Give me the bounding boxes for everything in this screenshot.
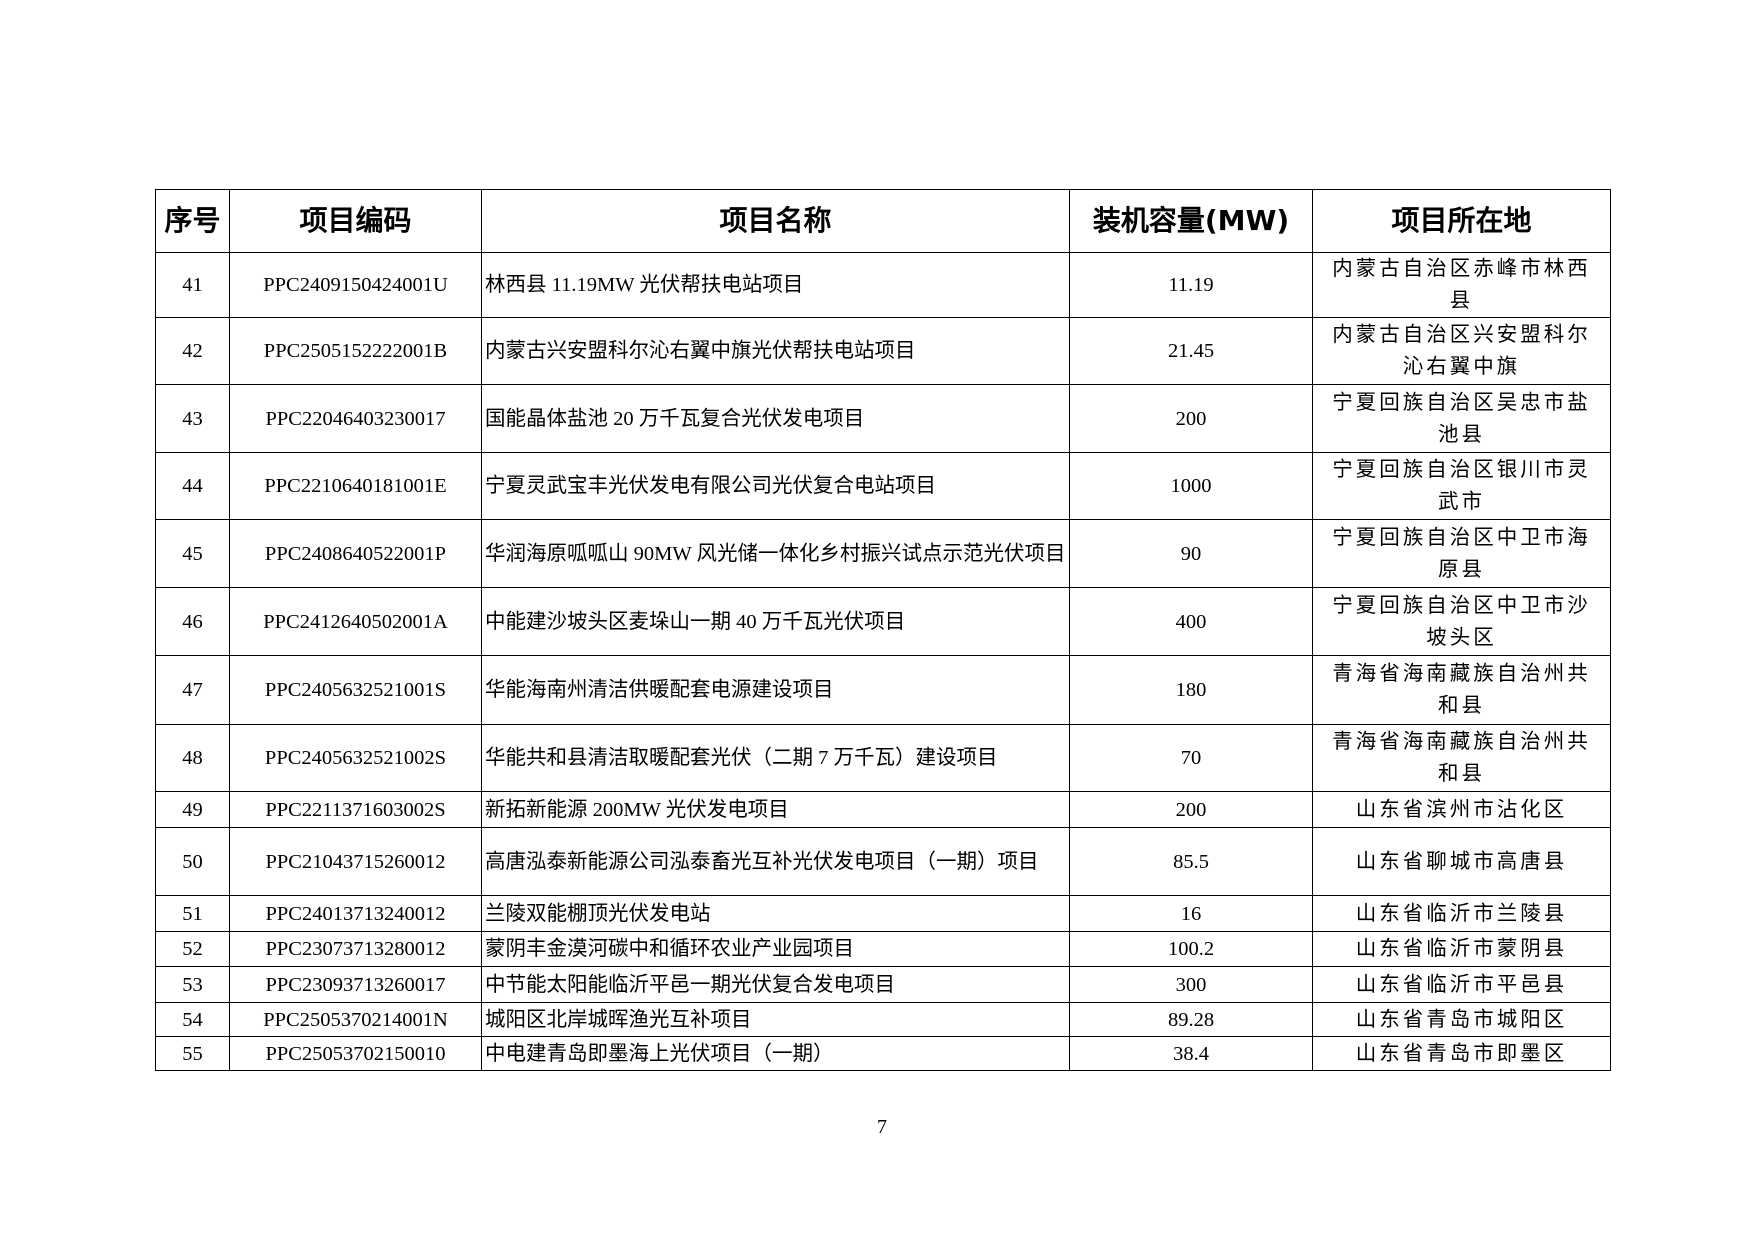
table-row: 47 PPC2405632521001S 华能海南州清洁供暖配套电源建设项目 180 青… bbox=[155, 655, 1611, 725]
project-code: PPC2505370214001N bbox=[229, 1002, 482, 1037]
project-name: 中电建青岛即墨海上光伏项目（一期） bbox=[481, 1036, 1070, 1071]
capacity: 11.19 bbox=[1069, 252, 1313, 318]
project-table: 序号 项目编码 项目名称 装机容量(MW) 项目所在地 41 PPC2409150… bbox=[155, 189, 1611, 1071]
capacity: 200 bbox=[1069, 791, 1313, 828]
row-number: 53 bbox=[155, 966, 230, 1003]
row-number: 47 bbox=[155, 655, 230, 725]
capacity: 38.4 bbox=[1069, 1036, 1313, 1071]
project-name: 城阳区北岸城晖渔光互补项目 bbox=[481, 1002, 1070, 1037]
table-row: 54 PPC2505370214001N 城阳区北岸城晖渔光互补项目 89.28 山东省… bbox=[155, 1002, 1611, 1037]
capacity: 100.2 bbox=[1069, 931, 1313, 967]
project-name: 兰陵双能棚顶光伏发电站 bbox=[481, 895, 1070, 932]
project-code: PPC23093713260017 bbox=[229, 966, 482, 1003]
location: 山东省临沂市兰陵县 bbox=[1312, 895, 1611, 932]
location: 内蒙古自治区兴安盟科尔沁右翼中旗 bbox=[1312, 317, 1611, 385]
table-row: 46 PPC2412640502001A 中能建沙坡头区麦垛山一期 40 万千瓦光伏… bbox=[155, 587, 1611, 656]
project-code: PPC2405632521002S bbox=[229, 724, 482, 792]
project-code: PPC2409150424001U bbox=[229, 252, 482, 318]
header-location: 项目所在地 bbox=[1312, 189, 1611, 253]
project-code: PPC22046403230017 bbox=[229, 384, 482, 453]
location: 山东省临沂市蒙阴县 bbox=[1312, 931, 1611, 967]
row-number: 44 bbox=[155, 452, 230, 520]
project-name: 高唐泓泰新能源公司泓泰畜光互补光伏发电项目（一期）项目 bbox=[481, 827, 1070, 896]
capacity: 400 bbox=[1069, 587, 1313, 656]
location: 宁夏回族自治区中卫市沙坡头区 bbox=[1312, 587, 1611, 656]
row-number: 43 bbox=[155, 384, 230, 453]
capacity: 180 bbox=[1069, 655, 1313, 725]
project-code: PPC2405632521001S bbox=[229, 655, 482, 725]
location: 山东省滨州市沾化区 bbox=[1312, 791, 1611, 828]
location: 山东省青岛市即墨区 bbox=[1312, 1036, 1611, 1071]
table-row: 44 PPC2210640181001E 宁夏灵武宝丰光伏发电有限公司光伏复合电站项… bbox=[155, 452, 1611, 520]
location: 内蒙古自治区赤峰市林西县 bbox=[1312, 252, 1611, 318]
table-row: 55 PPC25053702150010 中电建青岛即墨海上光伏项目（一期） 38.4… bbox=[155, 1036, 1611, 1071]
table-row: 52 PPC23073713280012 蒙阴丰金漠河碳中和循环农业产业园项目 100… bbox=[155, 931, 1611, 967]
project-code: PPC24013713240012 bbox=[229, 895, 482, 932]
capacity: 89.28 bbox=[1069, 1002, 1313, 1037]
location: 山东省临沂市平邑县 bbox=[1312, 966, 1611, 1003]
capacity: 85.5 bbox=[1069, 827, 1313, 896]
project-code: PPC2210640181001E bbox=[229, 452, 482, 520]
project-name: 林西县 11.19MW 光伏帮扶电站项目 bbox=[481, 252, 1070, 318]
table-row: 45 PPC2408640522001P 华润海原呱呱山 90MW 风光储一体化乡村… bbox=[155, 519, 1611, 588]
project-code: PPC2211371603002S bbox=[229, 791, 482, 828]
row-number: 49 bbox=[155, 791, 230, 828]
location: 青海省海南藏族自治州共和县 bbox=[1312, 724, 1611, 792]
capacity: 200 bbox=[1069, 384, 1313, 453]
row-number: 54 bbox=[155, 1002, 230, 1037]
table-row: 43 PPC22046403230017 国能晶体盐池 20 万千瓦复合光伏发电项目… bbox=[155, 384, 1611, 453]
header-name: 项目名称 bbox=[481, 189, 1070, 253]
table-row: 41 PPC2409150424001U 林西县 11.19MW 光伏帮扶电站项目 1… bbox=[155, 252, 1611, 318]
row-number: 51 bbox=[155, 895, 230, 932]
project-name: 国能晶体盐池 20 万千瓦复合光伏发电项目 bbox=[481, 384, 1070, 453]
row-number: 50 bbox=[155, 827, 230, 896]
project-name: 华能海南州清洁供暖配套电源建设项目 bbox=[481, 655, 1070, 725]
project-name: 中能建沙坡头区麦垛山一期 40 万千瓦光伏项目 bbox=[481, 587, 1070, 656]
project-name: 华能共和县清洁取暖配套光伏（二期 7 万千瓦）建设项目 bbox=[481, 724, 1070, 792]
page-number: 7 bbox=[877, 1116, 887, 1138]
table-header-row: 序号 项目编码 项目名称 装机容量(MW) 项目所在地 bbox=[155, 189, 1611, 253]
row-number: 42 bbox=[155, 317, 230, 385]
project-code: PPC2408640522001P bbox=[229, 519, 482, 588]
table-row: 53 PPC23093713260017 中节能太阳能临沂平邑一期光伏复合发电项目 3… bbox=[155, 966, 1611, 1003]
table-row: 42 PPC2505152222001B 内蒙古兴安盟科尔沁右翼中旗光伏帮扶电站项目… bbox=[155, 317, 1611, 385]
row-number: 46 bbox=[155, 587, 230, 656]
table-row: 51 PPC24013713240012 兰陵双能棚顶光伏发电站 16 山东省临沂市兰陵… bbox=[155, 895, 1611, 932]
header-code: 项目编码 bbox=[229, 189, 482, 253]
project-code: PPC2505152222001B bbox=[229, 317, 482, 385]
capacity: 90 bbox=[1069, 519, 1313, 588]
row-number: 52 bbox=[155, 931, 230, 967]
project-code: PPC25053702150010 bbox=[229, 1036, 482, 1071]
project-name: 新拓新能源 200MW 光伏发电项目 bbox=[481, 791, 1070, 828]
table-row: 50 PPC21043715260012 高唐泓泰新能源公司泓泰畜光互补光伏发电项目… bbox=[155, 827, 1611, 896]
location: 宁夏回族自治区银川市灵武市 bbox=[1312, 452, 1611, 520]
capacity: 21.45 bbox=[1069, 317, 1313, 385]
row-number: 45 bbox=[155, 519, 230, 588]
header-capacity: 装机容量(MW) bbox=[1069, 189, 1313, 253]
project-name: 中节能太阳能临沂平邑一期光伏复合发电项目 bbox=[481, 966, 1070, 1003]
capacity: 300 bbox=[1069, 966, 1313, 1003]
location: 山东省青岛市城阳区 bbox=[1312, 1002, 1611, 1037]
capacity: 70 bbox=[1069, 724, 1313, 792]
project-code: PPC2412640502001A bbox=[229, 587, 482, 656]
capacity: 16 bbox=[1069, 895, 1313, 932]
location: 山东省聊城市高唐县 bbox=[1312, 827, 1611, 896]
project-code: PPC21043715260012 bbox=[229, 827, 482, 896]
location: 宁夏回族自治区中卫市海原县 bbox=[1312, 519, 1611, 588]
project-code: PPC23073713280012 bbox=[229, 931, 482, 967]
row-number: 41 bbox=[155, 252, 230, 318]
header-no: 序号 bbox=[155, 189, 230, 253]
location: 青海省海南藏族自治州共和县 bbox=[1312, 655, 1611, 725]
location: 宁夏回族自治区吴忠市盐池县 bbox=[1312, 384, 1611, 453]
project-name: 蒙阴丰金漠河碳中和循环农业产业园项目 bbox=[481, 931, 1070, 967]
row-number: 48 bbox=[155, 724, 230, 792]
capacity: 1000 bbox=[1069, 452, 1313, 520]
row-number: 55 bbox=[155, 1036, 230, 1071]
project-name: 宁夏灵武宝丰光伏发电有限公司光伏复合电站项目 bbox=[481, 452, 1070, 520]
table-row: 48 PPC2405632521002S 华能共和县清洁取暖配套光伏（二期 7 万千… bbox=[155, 724, 1611, 792]
project-name: 内蒙古兴安盟科尔沁右翼中旗光伏帮扶电站项目 bbox=[481, 317, 1070, 385]
project-name: 华润海原呱呱山 90MW 风光储一体化乡村振兴试点示范光伏项目 bbox=[481, 519, 1070, 588]
table-row: 49 PPC2211371603002S 新拓新能源 200MW 光伏发电项目 200… bbox=[155, 791, 1611, 828]
